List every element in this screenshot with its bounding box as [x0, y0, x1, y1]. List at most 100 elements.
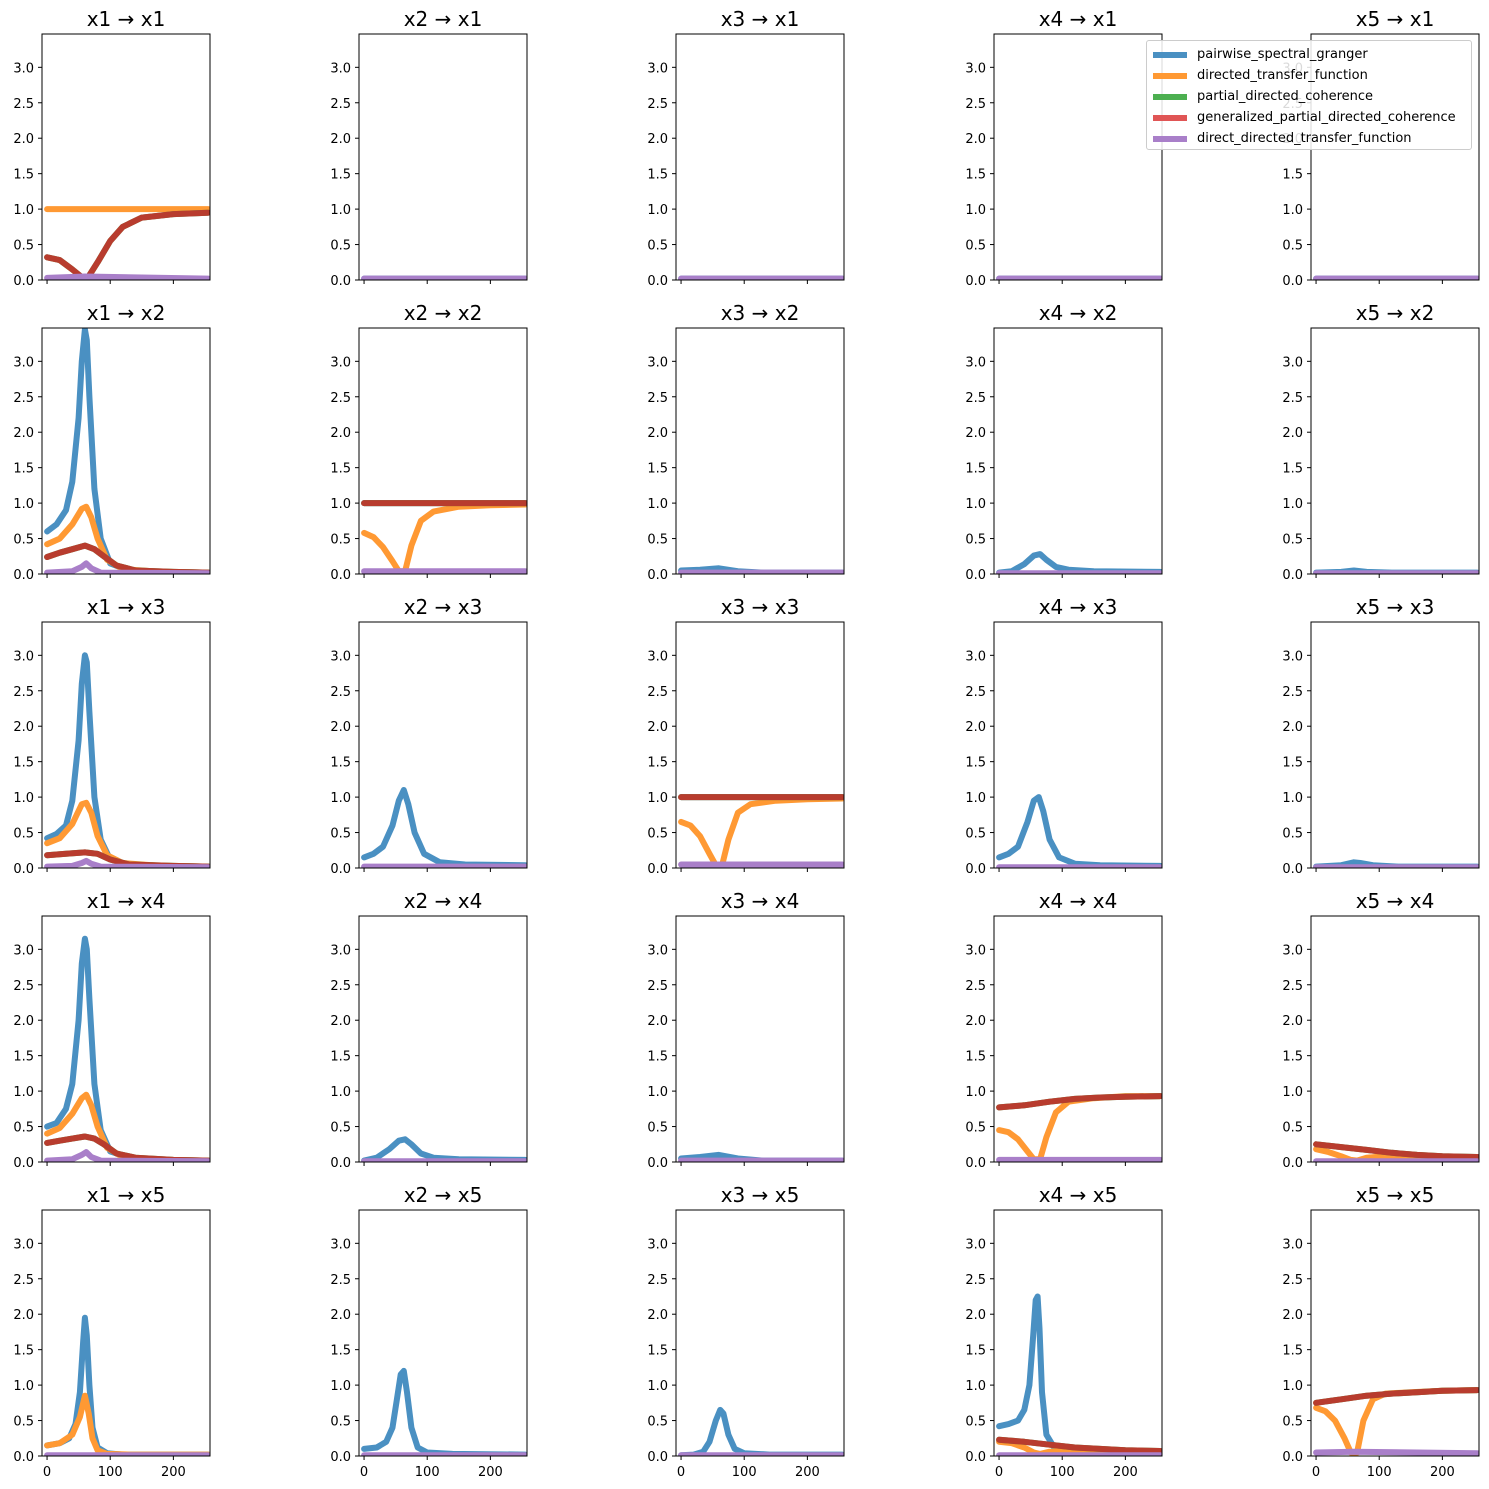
y-tick-label: 0.0: [965, 274, 986, 289]
series-line-directed-transfer-function: [44, 1091, 210, 1162]
x-tick-label: 200: [1430, 1465, 1455, 1480]
series-line-pairwise-spectral-granger: [678, 1406, 844, 1456]
y-tick-label: 1.0: [13, 1085, 34, 1100]
y-tick-label: 0.0: [647, 1450, 668, 1465]
subplot-3: x3 → x1 0.0 0.5 1.0 1.5 2.0 2.5 3.0: [647, 7, 845, 289]
y-tick-label: 1.5: [647, 1050, 668, 1065]
y-tick-label: 1.5: [1282, 168, 1303, 183]
axes-frame: [993, 327, 1163, 575]
y-tick-label: 1.5: [13, 462, 34, 477]
y-tick-label: 1.0: [965, 497, 986, 512]
y-tick-label: 1.0: [965, 1085, 986, 1100]
y-tick-label: 3.0: [330, 649, 351, 664]
subplot-title: x2 → x5: [404, 1183, 483, 1207]
y-tick-label: 2.0: [1282, 426, 1303, 441]
y-tick-label: 2.0: [647, 426, 668, 441]
y-tick-label: 1.0: [965, 791, 986, 806]
y-tick-label: 2.5: [330, 979, 351, 994]
y-tick-label: 3.0: [647, 61, 668, 76]
y-tick-label: 0.0: [330, 1450, 351, 1465]
subplot-1: x1 → x1 0.0 0.5 1.0 1.5 2.0 2.5 3.0: [13, 7, 211, 289]
y-tick-label: 2.5: [330, 391, 351, 406]
y-tick-label: 0.0: [1282, 1156, 1303, 1171]
y-tick-label: 0.5: [965, 239, 986, 254]
subplot-title: x3 → x4: [721, 889, 800, 913]
y-tick-label: 0.5: [330, 239, 351, 254]
subplot-title: x2 → x2: [404, 301, 483, 325]
y-tick-label: 2.5: [965, 1273, 986, 1288]
axes-frame: [993, 33, 1163, 281]
legend-item-partial-directed-coherence: partial_directed_coherence: [1153, 86, 1465, 107]
subplot-22: x2 → x5 0.0 0.5 1.0 1.5 2.0 2.5 3.0 0 100 200: [330, 1183, 528, 1480]
y-tick-label: 1.5: [965, 1344, 986, 1359]
y-tick-label: 0.0: [330, 862, 351, 877]
subplot-8: x3 → x2 0.0 0.5 1.0 1.5 2.0 2.5 3.0: [647, 301, 845, 583]
y-tick-label: 0.5: [13, 533, 34, 548]
y-tick-label: 2.0: [13, 1014, 34, 1029]
subplot-title: x1 → x2: [87, 301, 166, 325]
subplot-title: x4 → x3: [1039, 595, 1118, 619]
y-tick-label: 0.5: [647, 1121, 668, 1136]
subplot-title: x5 → x5: [1356, 1183, 1435, 1207]
axes-frame: [675, 1209, 845, 1457]
y-tick-label: 3.0: [330, 943, 351, 958]
y-tick-label: 0.0: [13, 1450, 34, 1465]
y-tick-label: 1.0: [13, 791, 34, 806]
y-tick-label: 0.5: [330, 533, 351, 548]
y-tick-label: 1.0: [330, 203, 351, 218]
x-tick-label: 200: [795, 1465, 820, 1480]
axes-frame: [1310, 1209, 1480, 1457]
y-tick-label: 2.0: [1282, 720, 1303, 735]
y-tick-label: 0.5: [1282, 827, 1303, 842]
subplot-title: x2 → x3: [404, 595, 483, 619]
subplot-title: x3 → x5: [721, 1183, 800, 1207]
y-tick-label: 2.5: [13, 979, 34, 994]
y-tick-label: 0.5: [1282, 1415, 1303, 1430]
y-tick-label: 1.5: [965, 462, 986, 477]
axes-frame: [993, 1209, 1163, 1457]
y-tick-label: 1.0: [965, 203, 986, 218]
y-tick-label: 1.0: [1282, 791, 1303, 806]
x-tick-label: 100: [415, 1465, 440, 1480]
y-tick-label: 0.5: [965, 827, 986, 842]
series-line-pairwise-spectral-granger: [44, 328, 210, 574]
y-tick-label: 0.5: [13, 239, 34, 254]
subplot-title: x2 → x1: [404, 7, 483, 31]
series-line-pairwise-spectral-granger: [996, 551, 1162, 574]
y-tick-label: 1.5: [1282, 462, 1303, 477]
x-tick-label: 0: [360, 1465, 368, 1480]
y-tick-label: 0.5: [965, 533, 986, 548]
legend-swatch: [1153, 114, 1187, 121]
y-tick-label: 1.0: [1282, 203, 1303, 218]
series-line-pairwise-spectral-granger: [996, 794, 1162, 868]
y-tick-label: 2.5: [13, 1273, 34, 1288]
y-tick-label: 0.0: [13, 862, 34, 877]
series-line-directed-transfer-function: [44, 503, 210, 574]
y-tick-label: 0.0: [647, 274, 668, 289]
axes-frame: [1310, 915, 1480, 1163]
series-line-direct-directed-transfer-function: [44, 857, 210, 868]
y-tick-label: 0.0: [647, 862, 668, 877]
subplot-23: x3 → x5 0.0 0.5 1.0 1.5 2.0 2.5 3.0 0 100 200: [647, 1183, 845, 1480]
subplot-7: x2 → x2 0.0 0.5 1.0 1.5 2.0 2.5 3.0: [330, 301, 528, 583]
y-tick-label: 0.5: [330, 1415, 351, 1430]
series-line-generalized-partial-directed-coherence: [996, 1436, 1162, 1454]
subplot-17: x2 → x4 0.0 0.5 1.0 1.5 2.0 2.5 3.0: [330, 889, 528, 1171]
y-tick-label: 0.5: [1282, 1121, 1303, 1136]
subplot-16: x1 → x4 0.0 0.5 1.0 1.5 2.0 2.5 3.0: [13, 889, 211, 1171]
axes-frame: [41, 915, 211, 1163]
y-tick-label: 2.0: [13, 720, 34, 735]
subplot-15: x5 → x3 0.0 0.5 1.0 1.5 2.0 2.5 3.0: [1282, 595, 1480, 877]
y-tick-label: 1.5: [1282, 1050, 1303, 1065]
y-tick-label: 3.0: [330, 355, 351, 370]
series-line-direct-directed-transfer-function: [44, 560, 210, 574]
y-tick-label: 3.0: [330, 61, 351, 76]
y-tick-label: 0.0: [1282, 1450, 1303, 1465]
subplot-4: x4 → x1 0.0 0.5 1.0 1.5 2.0 2.5 3.0: [965, 7, 1163, 289]
y-tick-label: 3.0: [647, 1237, 668, 1252]
y-tick-label: 1.5: [330, 1050, 351, 1065]
y-tick-label: 1.5: [1282, 756, 1303, 771]
y-tick-label: 1.0: [330, 1085, 351, 1100]
y-tick-label: 1.0: [13, 1379, 34, 1394]
y-tick-label: 3.0: [13, 943, 34, 958]
